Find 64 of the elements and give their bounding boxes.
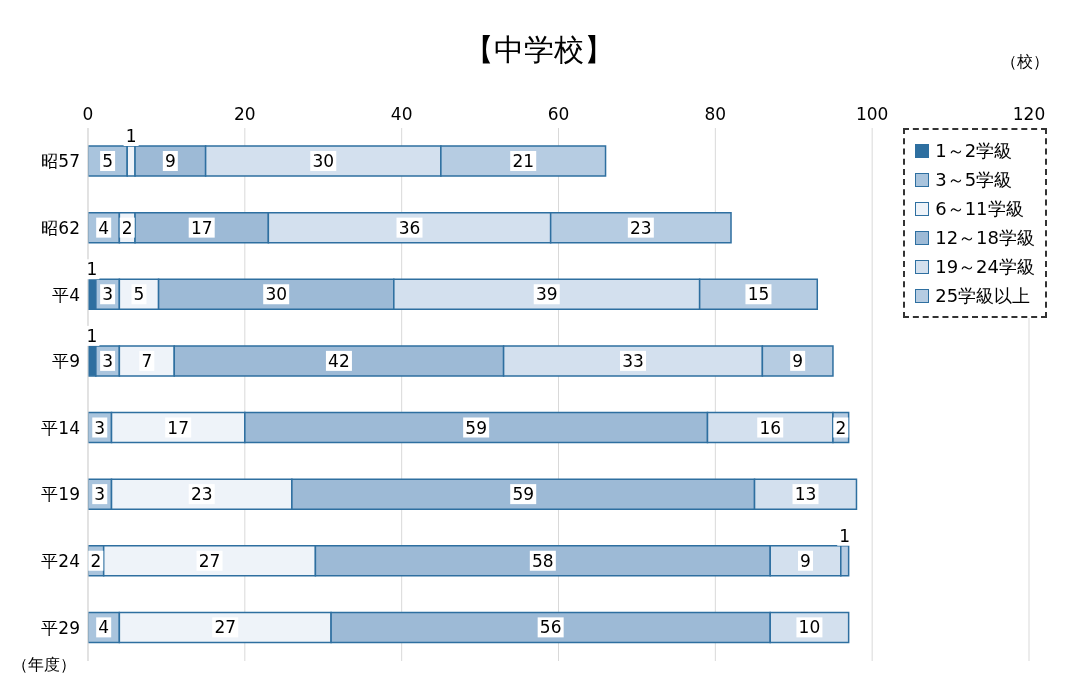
data-label: 15 [747,284,770,305]
data-label: 9 [792,350,804,371]
y-tick-label: 平4 [52,284,80,305]
y-tick-label: 平19 [41,484,80,505]
data-label: 21 [512,151,535,171]
data-label: 1 [125,126,137,146]
y-tick-label: 昭57 [41,151,80,172]
data-label: 3 [94,417,106,438]
legend-label: 3～5学級 [935,168,1013,192]
data-label: 27 [214,617,237,638]
data-label: 1 [86,325,98,346]
data-label: 30 [312,151,335,171]
data-label: 10 [798,617,821,638]
x-tick-label: 60 [547,104,570,124]
x-tick-label: 40 [390,104,413,124]
y-tick-label: 平9 [52,351,80,372]
data-label: 2 [121,217,133,238]
data-label: 33 [622,350,644,371]
data-label: 58 [532,550,554,571]
data-label: 27 [198,550,221,571]
data-label: 56 [539,617,562,638]
legend-label: 12～18学級 [935,226,1035,250]
y-tick-label: 平29 [41,617,80,638]
data-label: 2 [835,417,847,438]
data-label: 17 [190,217,213,238]
legend-label: 19～24学級 [935,255,1035,279]
data-label: 23 [190,484,213,505]
x-tick-label: 120 [1012,104,1046,124]
data-label: 1 [839,525,851,546]
data-label: 4 [98,217,110,238]
x-tick-label: 80 [704,104,727,124]
text: （校） [1001,52,1049,73]
data-label: 16 [759,417,782,438]
legend-label: 6～11学級 [935,197,1024,221]
chart-title: 【中学校】 [463,32,614,67]
y-tick-label: 平14 [41,417,80,438]
data-label: 59 [465,417,487,438]
data-label: 23 [630,217,652,238]
legend-label: 1～2学級 [935,139,1013,163]
legend-label: 25学級以上 [935,284,1031,308]
data-label: 39 [535,284,558,305]
data-label: 5 [102,151,114,171]
data-label: 30 [265,284,288,305]
data-label: 42 [328,350,350,371]
x-tick-label: 0 [82,104,94,124]
data-label: 7 [141,350,153,371]
y-tick-label: 昭62 [41,217,80,238]
data-label: 1 [86,259,98,280]
data-label: 3 [94,484,106,505]
data-label: 3 [102,350,114,371]
data-label: 13 [794,484,817,505]
data-label: 5 [133,284,145,305]
data-label: 36 [398,217,421,238]
data-label: 4 [98,617,110,638]
data-label: 9 [164,151,176,171]
y-tick-label: 平24 [41,551,80,572]
data-label: 17 [167,417,189,438]
data-label: 2 [90,550,102,571]
y-axis-title: （年度） [12,655,76,676]
data-label: 3 [102,284,114,305]
data-label: 59 [512,484,535,505]
data-label: 9 [800,550,811,571]
x-tick-label: 100 [855,104,889,124]
x-tick-label: 20 [234,104,256,124]
